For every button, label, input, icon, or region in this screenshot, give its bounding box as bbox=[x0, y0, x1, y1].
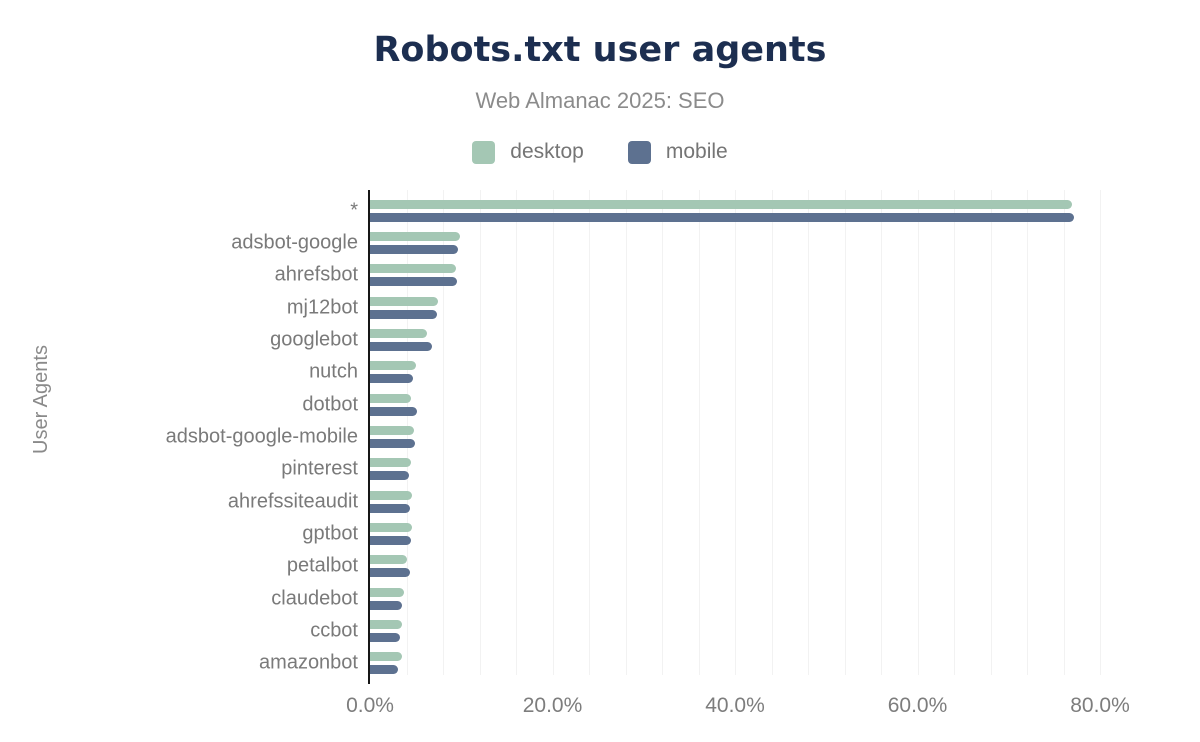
bar-desktop bbox=[370, 555, 408, 565]
chart-row: gptbot bbox=[302, 513, 1100, 545]
bar-desktop bbox=[370, 361, 416, 371]
minor-gridline bbox=[479, 190, 481, 675]
bar-mobile bbox=[370, 471, 410, 481]
bar-desktop bbox=[370, 231, 461, 241]
bar-desktop bbox=[370, 328, 428, 338]
plot-area: * adsbot-google ahrefsbot mj12bot googlebot n… bbox=[166, 190, 1101, 684]
minor-gridline bbox=[771, 190, 773, 675]
category-label: pinterest bbox=[281, 457, 358, 480]
category-label: adsbot-google-mobile bbox=[165, 425, 358, 448]
minor-gridline bbox=[954, 190, 955, 675]
minor-gridline bbox=[808, 190, 809, 675]
bar-mobile bbox=[370, 438, 415, 448]
chart-row: dotbot bbox=[302, 384, 1100, 416]
chart-row: amazonbot bbox=[259, 643, 1100, 675]
chart-row: nutch bbox=[309, 352, 1100, 384]
minor-gridline bbox=[625, 190, 627, 675]
chart-subtitle: Web Almanac 2025: SEO bbox=[475, 88, 725, 113]
category-label: * bbox=[350, 199, 358, 221]
major-gridline bbox=[735, 190, 736, 675]
legend-label: mobile bbox=[665, 140, 728, 163]
legend-item-desktop[interactable]: desktop bbox=[472, 140, 584, 164]
minor-gridline bbox=[698, 190, 700, 675]
chart-row: googlebot bbox=[270, 319, 1100, 351]
category-label: mj12bot bbox=[286, 296, 358, 318]
bar-desktop bbox=[370, 393, 412, 403]
bar-desktop bbox=[370, 199, 1072, 209]
chart-row: pinterest bbox=[281, 449, 1100, 481]
bar-mobile bbox=[370, 503, 411, 513]
bar-mobile bbox=[370, 406, 417, 416]
bar-mobile bbox=[370, 277, 457, 287]
bar-desktop bbox=[370, 425, 414, 435]
category-label: googlebot bbox=[270, 328, 358, 351]
minor-gridline bbox=[443, 190, 444, 675]
chart-row: ahrefsbot bbox=[275, 255, 1100, 287]
bar-mobile bbox=[370, 568, 411, 578]
x-tick-label: 20.0% bbox=[522, 694, 583, 717]
bar-mobile bbox=[370, 309, 437, 319]
category-label: petalbot bbox=[286, 554, 358, 577]
legend-item-mobile[interactable]: mobile bbox=[627, 140, 728, 164]
x-tick-label: 40.0% bbox=[705, 694, 765, 717]
bar-mobile bbox=[370, 212, 1074, 222]
chart-row: claudebot bbox=[271, 578, 1100, 610]
chart-row: adsbot-google-mobile bbox=[166, 416, 1100, 448]
category-label: dotbot bbox=[302, 393, 358, 415]
category-label: nutch bbox=[309, 360, 358, 383]
minor-gridline bbox=[1027, 190, 1028, 675]
bar-mobile bbox=[370, 632, 401, 642]
chart-row: ccbot bbox=[310, 610, 1100, 642]
chart-title: Robots.txt user agents bbox=[373, 30, 827, 70]
category-label: ahrefsbot bbox=[274, 263, 358, 286]
bar-mobile bbox=[370, 374, 413, 384]
legend-swatch-desktop bbox=[472, 140, 496, 164]
bar-desktop bbox=[370, 619, 402, 629]
major-gridline bbox=[1100, 190, 1101, 675]
y-axis-line bbox=[368, 190, 370, 684]
minor-gridline bbox=[1063, 190, 1065, 675]
legend-label: desktop bbox=[510, 140, 584, 163]
category-label: amazonbot bbox=[259, 651, 358, 674]
bar-desktop bbox=[370, 587, 404, 597]
minor-gridline bbox=[881, 190, 882, 675]
legend-swatch-mobile bbox=[627, 140, 651, 164]
y-axis-title: User Agents bbox=[30, 345, 52, 454]
bar-desktop bbox=[370, 490, 412, 500]
bar-desktop bbox=[370, 458, 412, 468]
category-label: adsbot-google bbox=[231, 231, 358, 254]
chart-row: petalbot bbox=[287, 546, 1100, 578]
bar-desktop bbox=[370, 264, 456, 274]
bar-desktop bbox=[370, 652, 402, 662]
minor-gridline bbox=[516, 190, 517, 675]
legend: desktop mobile bbox=[0, 140, 1200, 164]
chart-row: ahrefssiteaudit bbox=[228, 481, 1100, 513]
minor-gridline bbox=[589, 190, 590, 675]
chart-row: * bbox=[350, 190, 1100, 222]
major-gridline bbox=[917, 190, 919, 675]
bar-mobile bbox=[370, 600, 402, 610]
x-tick-label: 60.0% bbox=[887, 694, 948, 717]
bar-mobile bbox=[370, 535, 412, 545]
bar-desktop bbox=[370, 522, 412, 532]
minor-gridline bbox=[662, 190, 663, 675]
bar-desktop bbox=[370, 296, 438, 306]
x-tick-label: 80.0% bbox=[1070, 694, 1130, 717]
category-label: ccbot bbox=[310, 619, 358, 642]
category-label: gptbot bbox=[302, 522, 358, 545]
category-label: ahrefssiteaudit bbox=[227, 490, 358, 512]
bar-mobile bbox=[370, 244, 458, 254]
chart-row: adsbot-google bbox=[231, 222, 1100, 254]
minor-gridline bbox=[844, 190, 846, 675]
chart-row: mj12bot bbox=[287, 287, 1100, 319]
minor-gridline bbox=[990, 190, 992, 675]
bar-mobile bbox=[370, 341, 433, 351]
bar-mobile bbox=[370, 665, 399, 675]
major-gridline bbox=[552, 190, 554, 675]
x-tick-label: 0.0% bbox=[346, 694, 394, 717]
category-label: claudebot bbox=[271, 587, 358, 609]
